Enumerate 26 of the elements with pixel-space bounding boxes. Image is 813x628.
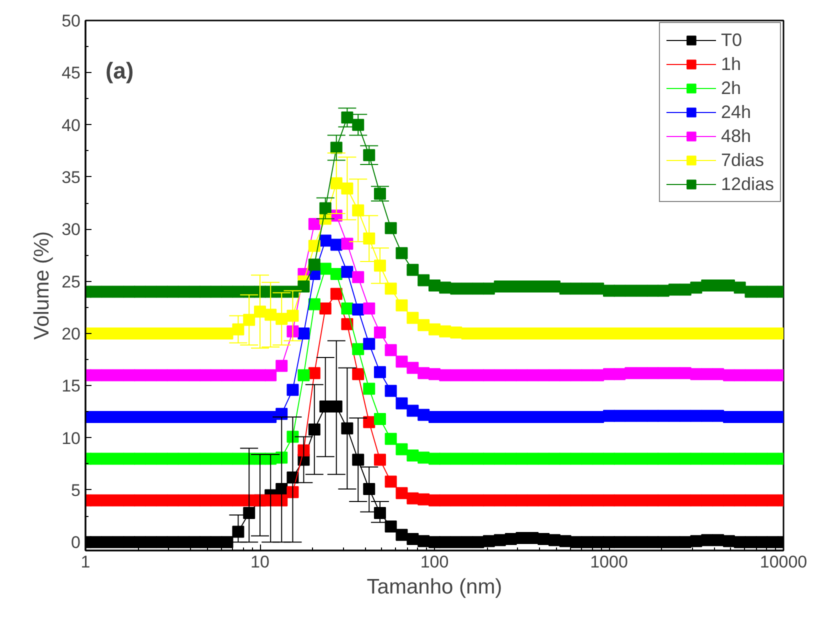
legend-label: 48h [720,125,751,147]
x-tick-label: 10 [250,552,270,572]
x-axis-title: Tamanho (nm) [366,576,502,598]
y-tick-label: 45 [62,64,81,83]
y-tick-label: 20 [62,324,81,344]
y-tick-label: 35 [62,168,81,187]
legend-label: 24h [720,101,751,123]
legend-label: T0 [720,29,742,51]
x-tick-label: 10000 [760,552,808,572]
y-tick-label: 15 [62,376,81,396]
y-tick-label: 40 [62,116,81,135]
x-tick-label: 1000 [590,552,628,572]
legend-label: 2h [720,77,741,99]
y-tick-label: 10 [62,428,81,448]
y-tick-label: 25 [62,272,81,292]
y-tick-label: 30 [62,220,81,240]
y-tick-label: 0 [71,533,81,552]
y-axis-title: Volume (%) [30,231,54,340]
annotation: (a) [106,58,134,84]
y-tick-label: 50 [62,12,81,30]
x-tick-label: 100 [420,552,449,572]
legend-label: 12dias [720,173,774,195]
legend-label: 1h [720,53,741,75]
legend-label: 7dias [720,149,764,171]
x-tick-label: 1 [80,552,90,572]
y-tick-label: 5 [71,480,81,500]
